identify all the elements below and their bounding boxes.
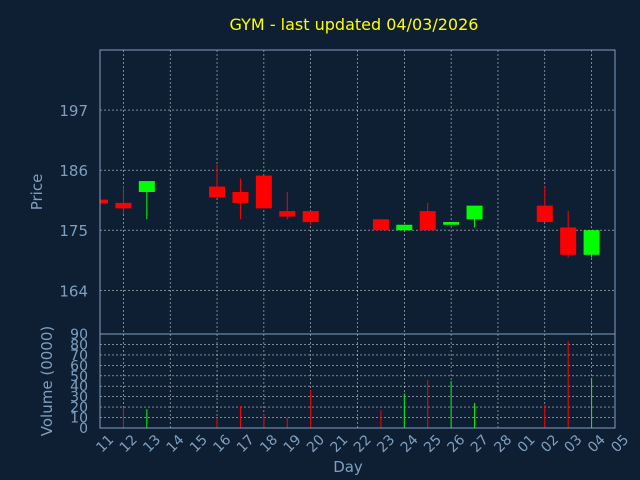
price-axis-label: Price (28, 174, 46, 211)
volume-tick-label: 0 (79, 421, 88, 437)
candle-body (372, 219, 389, 231)
candle-body (443, 222, 460, 225)
candle-body (536, 205, 553, 223)
price-tick-label: 186 (59, 162, 88, 180)
candle-body (100, 199, 108, 204)
volume-axis-label: Volume (0000) (38, 326, 56, 436)
volume-tick-label: 30 (70, 390, 88, 406)
candle-body (279, 211, 296, 217)
candle-body (583, 230, 600, 255)
candle-body (396, 224, 413, 231)
volume-tick-label: 70 (70, 348, 88, 364)
volume-series (122, 341, 593, 428)
candlestick-series (99, 164, 600, 258)
candle-body (232, 192, 249, 203)
candle-body (419, 211, 436, 231)
price-tick-label: 164 (59, 282, 88, 300)
volume-tick-label: 10 (70, 411, 88, 427)
volume-panel-frame (99, 333, 616, 429)
volume-tick-label: 20 (70, 400, 88, 416)
price-tick-label: 197 (59, 102, 88, 120)
price-tick-label: 175 (59, 222, 88, 240)
volume-tick-label: 60 (70, 358, 88, 374)
candle-body (560, 227, 577, 255)
volume-tick-label: 40 (70, 379, 88, 395)
volume-tick-label: 90 (70, 327, 88, 343)
candle-body (466, 205, 483, 220)
volume-tick-label: 50 (70, 369, 88, 385)
x-tick-labels: 11 12 13 14 15 16 17 18 19 20 21 22 23 24 25 26 27 28 01 02… (93, 432, 632, 456)
candle-body (255, 175, 272, 209)
candle-body (302, 211, 319, 223)
chart-title: GYM - last updated 04/03/2026 (230, 15, 479, 34)
candle-body (138, 181, 155, 192)
candle-body (115, 202, 132, 209)
volume-tick-label: 80 (70, 337, 88, 353)
x-axis-label: Day (333, 458, 363, 476)
volume-grid (100, 333, 615, 429)
price-tick-labels: 164 175 186 197 (59, 102, 88, 300)
candle-body (209, 186, 226, 198)
